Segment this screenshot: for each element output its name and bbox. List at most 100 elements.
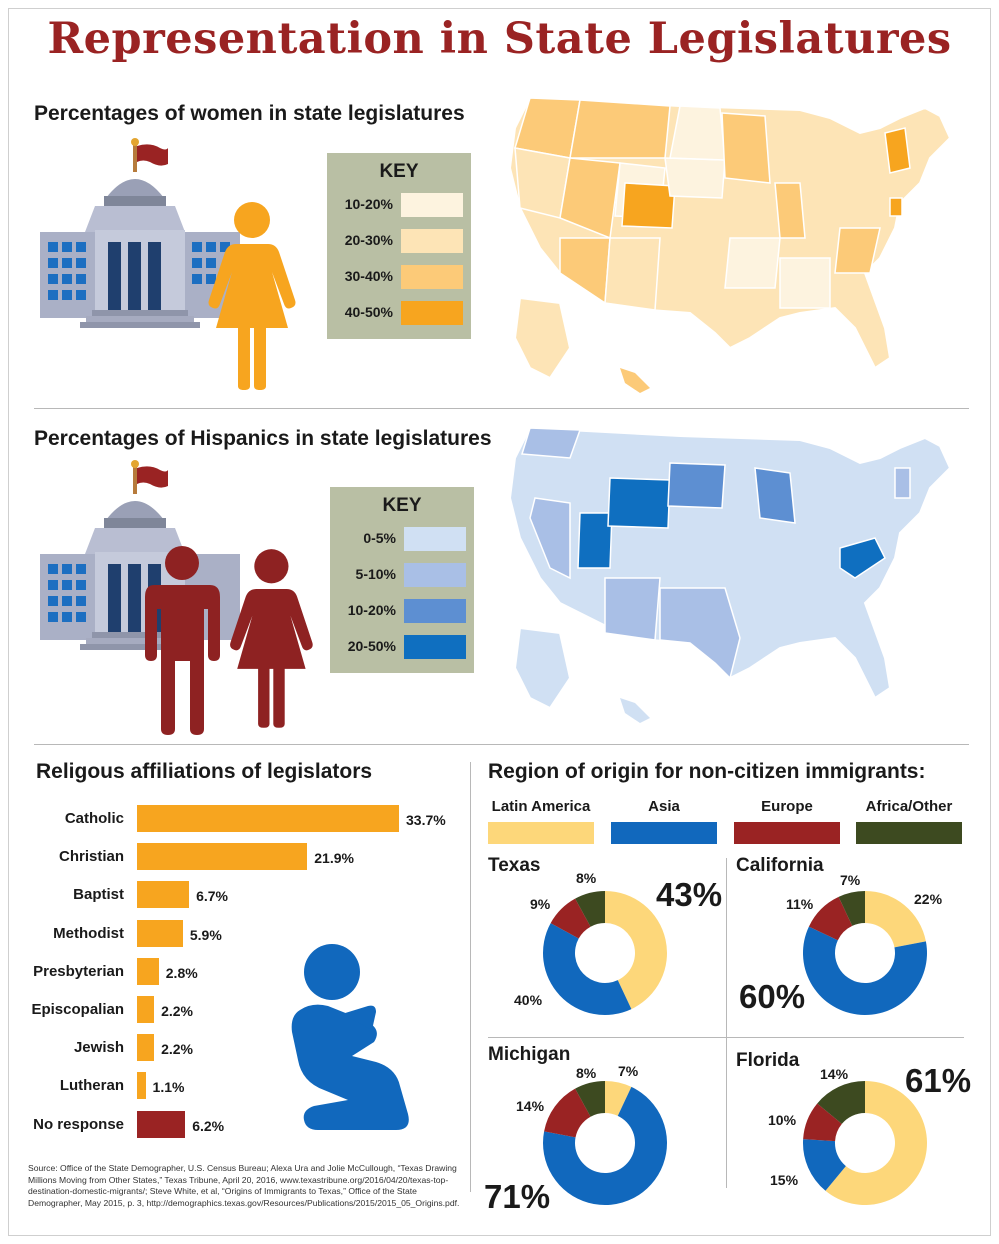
key-row: 40-50% [337,301,463,325]
section-divider [34,408,969,409]
key-label: 5-10% [355,566,396,582]
bar-value-label: 6.2% [192,1117,225,1134]
key-label: 30-40% [344,268,393,284]
donut-slice [575,891,605,927]
bar-category-label: No response [33,1115,124,1133]
key-title: KEY [382,495,422,516]
immigrants-chart-title: Region of origin for non-citizen immigra… [488,760,926,783]
praying-person-icon [291,944,409,1130]
key-swatch [401,229,463,253]
bar-value-label: 6.7% [196,888,228,905]
page-title: Representation in State Legislatures [47,14,952,64]
donut-label: 22% [914,891,943,907]
donut-slice [543,1086,667,1205]
donut-chart-michigan [543,1081,667,1205]
state-name-michigan: Michigan [488,1044,571,1065]
bar-value-label: 33.7% [406,812,446,828]
bar-value-label: 2.8% [165,964,198,981]
legend-swatch-europe [734,822,840,844]
donut-slice [543,923,632,1015]
key-row: 5-10% [340,563,466,587]
woman-icon [230,549,313,728]
donut-slice [550,898,591,939]
donut-slice [808,896,853,941]
key-swatch [404,527,466,551]
donut-slice [803,926,927,1015]
donut-slice [803,1103,842,1142]
source-note: Source: Office of the State Demographer,… [28,1163,460,1208]
religion-bar-chart: Catholic 33.7% Christian 21.9% Baptist 6.7% Me… [20,800,460,1155]
bar-category-label: Jewish [73,1039,124,1057]
donut-label: 7% [840,872,861,888]
bar-category-label: Presbyterian [33,962,124,980]
key-label: 20-50% [347,638,396,654]
column-divider [470,762,471,1192]
state-name-california: California [736,855,824,876]
hispanic-section-title: Percentages of Hispanics in state legisl… [34,427,492,450]
key-row: 20-30% [337,229,463,253]
key-title: KEY [379,161,419,182]
donut-label: 9% [530,896,551,912]
man-icon [145,546,220,735]
women-map-key: KEY 10-20% 20-30% 30-40% 40-50% [327,153,471,339]
bar [137,843,308,871]
flag-icon [131,460,168,494]
key-swatch [404,635,466,659]
flag-icon [131,138,168,172]
key-row: 10-20% [337,193,463,217]
state-name-florida: Florida [736,1050,800,1071]
key-row: 0-5% [340,527,466,551]
bar-category-label: Catholic [64,810,124,827]
key-swatch [401,301,463,325]
legend-swatch-latin-america [488,822,594,844]
key-swatch [401,265,463,289]
bar [137,919,183,947]
bar [137,1034,155,1062]
bar-category-label: Methodist [53,924,124,942]
legend-label: Africa/Other [865,798,953,815]
donut-label: 7% [618,1063,639,1079]
capitol-building-icon [40,138,240,328]
key-row: 20-50% [340,635,466,659]
donut-label-big: 71% [484,1178,551,1215]
legend-swatch-asia [611,822,717,844]
us-map-women [508,96,952,393]
bar-category-label: Episcopalian [31,1001,124,1018]
women-section-title: Percentages of women in state legislatur… [34,102,465,125]
state-name-texas: Texas [488,855,541,876]
donut-slice [803,1139,846,1191]
donut-label: 10% [768,1112,797,1128]
donut-slice [605,891,667,1010]
legend-label: Europe [761,798,813,815]
bar [137,1110,186,1138]
religion-chart-title: Religous affiliations of legislators [36,760,373,783]
bar [137,805,399,832]
bar-value-label: 5.9% [189,926,222,943]
bar-category-label: Lutheran [59,1077,124,1095]
donut-chart-california [803,891,927,1015]
donut-slice [817,1081,865,1124]
bar [137,996,155,1023]
donut-slice [825,1081,927,1205]
bar-value-label: 21.9% [314,850,354,867]
legend-label: Asia [648,798,680,815]
donut-label: 11% [786,896,814,912]
hispanic-map-key: KEY 0-5% 5-10% 10-20% 20-50% [330,487,474,673]
donut-grid-divider [726,858,727,1188]
bar-category-label: Baptist [73,886,124,904]
donut-slice [865,891,926,948]
legend-swatch-africa-other [856,822,962,844]
bar-value-label: 2.2% [161,1041,194,1058]
donut-slice [544,1088,591,1138]
bar-value-label: 1.1% [152,1079,185,1096]
key-swatch [401,193,463,217]
key-label: 40-50% [344,304,393,320]
key-label: 10-20% [347,602,396,618]
donut-label-big: 60% [739,978,806,1015]
donut-label: 15% [770,1172,799,1188]
bar [137,957,159,985]
donut-label: 40% [514,992,543,1008]
bar [137,881,190,909]
infographic-frame [8,8,991,1236]
donut-grid-divider [488,1037,964,1038]
